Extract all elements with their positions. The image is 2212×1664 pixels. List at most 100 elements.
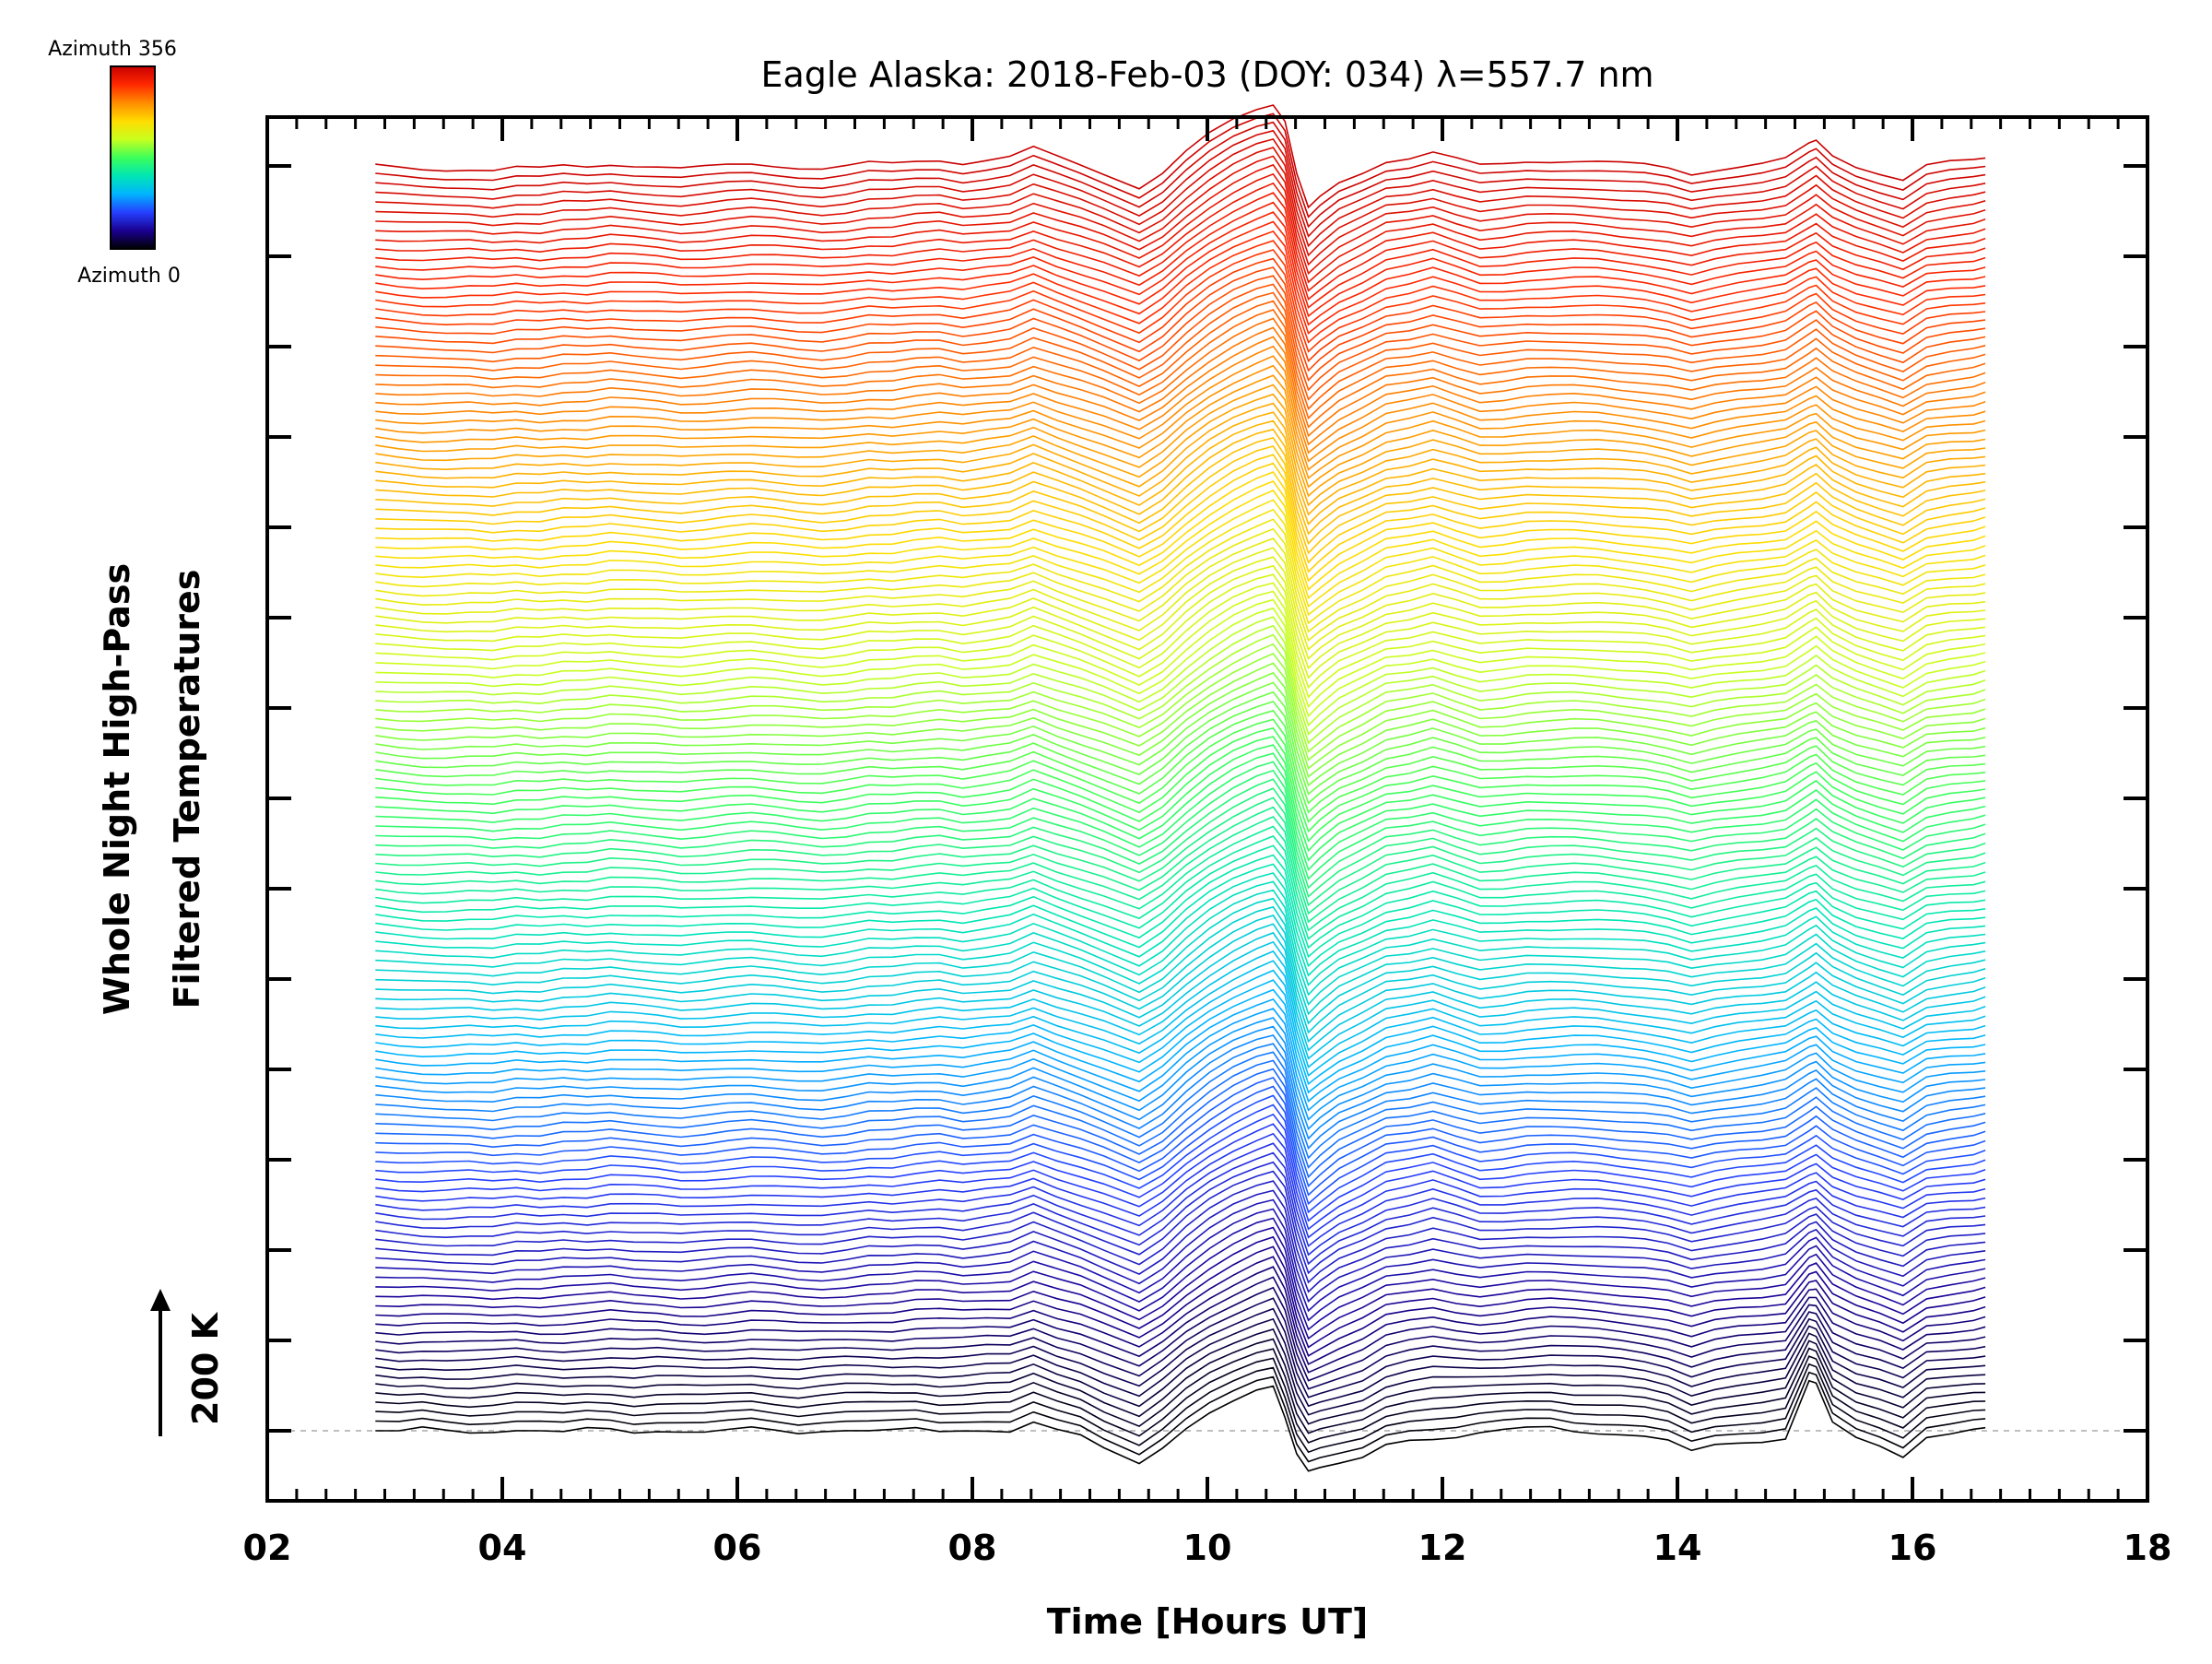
series-line: [375, 1180, 1986, 1284]
series-line: [375, 923, 1986, 1034]
colorbar-bottom-label: Azimuth 0: [77, 265, 181, 288]
series-line: [375, 744, 1986, 853]
series-line: [375, 1123, 1986, 1231]
series-line: [375, 653, 1986, 761]
series-line: [375, 1008, 1986, 1112]
series-line: [375, 1025, 1986, 1131]
series-line: [375, 345, 1986, 454]
series-line: [375, 1068, 1986, 1179]
y-axis-label-line2: Filtered Temperatures: [167, 570, 207, 1009]
x-tick-label: 06: [713, 1528, 762, 1568]
series-line: [375, 825, 1986, 932]
series-line: [375, 275, 1986, 382]
series-line: [375, 726, 1986, 833]
series-line: [375, 471, 1986, 583]
x-tick-label: 10: [1183, 1528, 1232, 1568]
x-tick-label: 08: [948, 1528, 997, 1568]
scale-bar-arrow-head: [150, 1289, 171, 1311]
series-line: [375, 1051, 1986, 1160]
series-line: [375, 590, 1986, 699]
series-line: [375, 797, 1986, 907]
series-line: [375, 129, 1986, 238]
x-tick-labels: 02 04 06 08 10 12 14 16 18: [243, 1528, 2172, 1568]
series-line: [375, 778, 1986, 890]
series-line: [375, 997, 1986, 1103]
x-tick-label: 04: [478, 1528, 527, 1568]
series-line: [375, 300, 1986, 410]
series-line: [375, 940, 1986, 1052]
series-line: [375, 266, 1986, 372]
series-line: [375, 537, 1986, 643]
x-tick-label: 12: [1418, 1528, 1467, 1568]
series-line: [375, 573, 1986, 679]
series-line: [375, 979, 1986, 1086]
series-line: [375, 806, 1986, 915]
series-line: [375, 1132, 1986, 1239]
series-line: [375, 736, 1986, 843]
series-line: [375, 1317, 1986, 1408]
series-line: [375, 326, 1986, 438]
series-line: [375, 1363, 1986, 1454]
series-line: [375, 436, 1986, 545]
series-line: [375, 1371, 1986, 1463]
series-line: [375, 690, 1986, 796]
series-line: [375, 230, 1986, 335]
series-line: [375, 624, 1986, 736]
series-line: [375, 1297, 1986, 1390]
series-line: [375, 633, 1986, 745]
series-line: [375, 172, 1986, 284]
series-line: [375, 192, 1986, 301]
series-line: [375, 527, 1986, 633]
series-line: [375, 931, 1986, 1044]
series-line: [375, 137, 1986, 248]
series-line: [375, 283, 1986, 392]
series-line: [375, 1328, 1986, 1416]
x-axis-label: Time [Hours UT]: [1047, 1601, 1369, 1642]
series-line: [375, 1085, 1986, 1197]
series-line: [375, 769, 1986, 880]
series-line: [375, 291, 1986, 401]
series-line: [375, 249, 1986, 353]
series-line: [375, 211, 1986, 318]
series-line: [375, 761, 1986, 871]
series-line: [375, 950, 1986, 1060]
series-line: [375, 1076, 1986, 1187]
series-line: [375, 112, 1986, 218]
series-line: [375, 915, 1986, 1025]
series-line: [375, 616, 1986, 727]
series-line: [375, 147, 1986, 257]
series-line: [375, 355, 1986, 463]
series-line: [375, 1043, 1986, 1150]
series-line: [375, 872, 1986, 977]
series-line: [375, 700, 1986, 805]
series-line: [375, 201, 1986, 309]
series-line: [375, 384, 1986, 489]
chart-title: Eagle Alaska: 2018-Feb-03 (DOY: 034) λ=5…: [760, 54, 1653, 95]
x-tick-label: 18: [2124, 1528, 2172, 1568]
series-line: [375, 564, 1986, 670]
series-line: [375, 1217, 1986, 1322]
series-line: [375, 960, 1986, 1068]
colorbar-top-label: Azimuth 356: [48, 38, 177, 61]
series-line: [375, 598, 1986, 708]
series-line: [375, 411, 1986, 516]
series-line: [375, 220, 1986, 326]
series-line: [375, 863, 1986, 968]
series-line: [375, 1113, 1986, 1222]
series-line: [375, 681, 1986, 787]
ticks-layer: [265, 117, 2149, 1501]
series-line: [375, 317, 1986, 429]
series-line: [375, 1226, 1986, 1331]
series-line: [375, 336, 1986, 446]
series-line: [375, 752, 1986, 862]
series-line: [375, 1161, 1986, 1266]
series-line: [375, 402, 1986, 507]
series-line: [375, 182, 1986, 292]
series-line: [375, 662, 1986, 770]
series-line: [375, 374, 1986, 479]
series-line: [375, 240, 1986, 344]
series-line: [375, 547, 1986, 651]
series-line: [375, 1170, 1986, 1275]
